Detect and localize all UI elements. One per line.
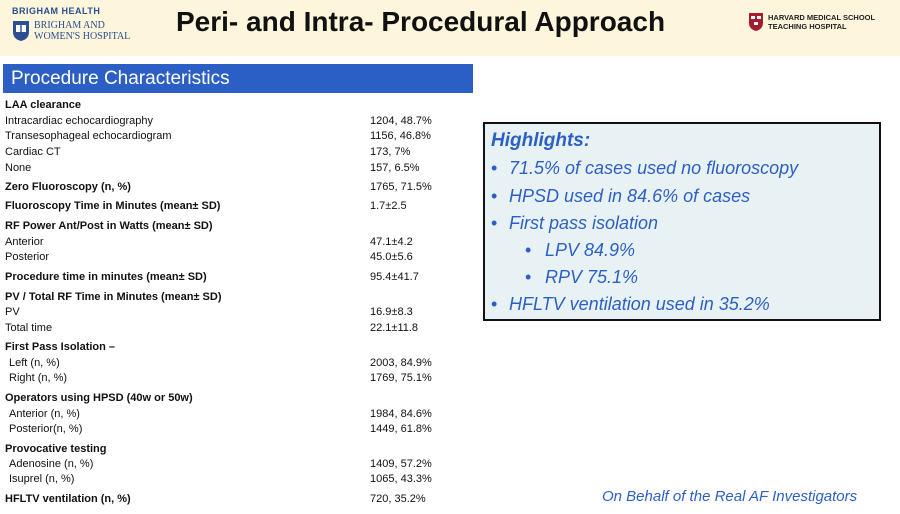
header-band: BRIGHAM HEALTH BRIGHAM AND WOMEN'S HOSPI… [0, 0, 900, 56]
procedure-characteristics-heading: Procedure Characteristics [3, 64, 473, 93]
bwh-logo: BRIGHAM HEALTH BRIGHAM AND WOMEN'S HOSPI… [12, 6, 162, 50]
highlight-subitem: RPV 75.1% [545, 267, 639, 287]
bullet-icon: • [491, 158, 498, 178]
bullet-icon: • [525, 240, 532, 260]
table-row: None 157, 6.5% [5, 162, 420, 174]
table-row: Provocative testing [5, 443, 107, 455]
bullet-icon: • [491, 186, 498, 206]
table-row: RF Power Ant/Post in Watts (mean± SD) [5, 220, 213, 232]
table-row: Posterior 45.0±5.6 [5, 251, 413, 263]
table-row: Cardiac CT 173, 7% [5, 146, 411, 158]
highlight-item: 71.5% of cases used no fluoroscopy [509, 158, 799, 178]
highlight-item: HFLTV ventilation used in 35.2% [509, 294, 770, 314]
table-row: Isuprel (n, %) 1065, 43.3% [9, 473, 432, 485]
table-row: HFLTV ventilation (n, %) 720, 35.2% [5, 493, 426, 505]
table-row: Operators using HPSD (40w or 50w) [5, 392, 193, 404]
table-row: PV / Total RF Time in Minutes (mean± SD) [5, 291, 222, 303]
table-row: Zero Fluoroscopy (n, %) 1765, 71.5% [5, 181, 432, 193]
highlight-item: First pass isolation [509, 213, 659, 233]
brigham-health-text: BRIGHAM HEALTH [12, 6, 101, 16]
table-row: Left (n, %) 2003, 84.9% [9, 357, 432, 369]
table-row: Right (n, %) 1769, 75.1% [9, 372, 432, 384]
table-row: Total time 22.1±11.8 [5, 322, 419, 334]
footer-credit: On Behalf of the Real AF Investigators [602, 488, 858, 505]
table-row: Anterior 47.1±4.2 [5, 236, 413, 248]
table-row: Anterior (n, %) 1984, 84.6% [9, 408, 432, 420]
harvard-crest-icon [749, 13, 763, 31]
highlights-title: Highlights: [491, 130, 591, 151]
table-row: Intracardiac echocardiography 1204, 48.7% [5, 115, 432, 127]
bullet-icon: • [491, 213, 498, 233]
hms-logo: HARVARD MEDICAL SCHOOL TEACHING HOSPITAL [748, 12, 896, 42]
hms-text: HARVARD MEDICAL SCHOOL TEACHING HOSPITAL [768, 13, 876, 31]
table-row: Transesophageal echocardiogram 1156, 46.8… [5, 130, 431, 142]
table-row: PV 16.9±8.3 [5, 306, 413, 318]
highlights-box: Highlights: • 71.5% of cases used no flu… [483, 122, 881, 321]
highlight-item: HPSD used in 84.6% of cases [509, 186, 751, 206]
bullet-icon: • [491, 294, 498, 314]
table-row: Fluoroscopy Time in Minutes (mean± SD) 1.… [5, 200, 407, 212]
shield-icon [13, 21, 29, 41]
highlight-subitem: LPV 84.9% [545, 240, 636, 260]
bullet-icon: • [525, 267, 532, 287]
table-row: Procedure time in minutes (mean± SD) 95.4… [5, 271, 419, 283]
table-row: Posterior(n, %) 1449, 61.8% [9, 423, 432, 435]
table-row: LAA clearance [5, 99, 82, 111]
table-row: First Pass Isolation – [5, 341, 116, 353]
hospital-name: BRIGHAM AND WOMEN'S HOSPITAL [34, 20, 131, 42]
page-title: Peri- and Intra- Procedural Approach [176, 6, 666, 37]
table-row: Adenosine (n, %) 1409, 57.2% [9, 458, 432, 470]
